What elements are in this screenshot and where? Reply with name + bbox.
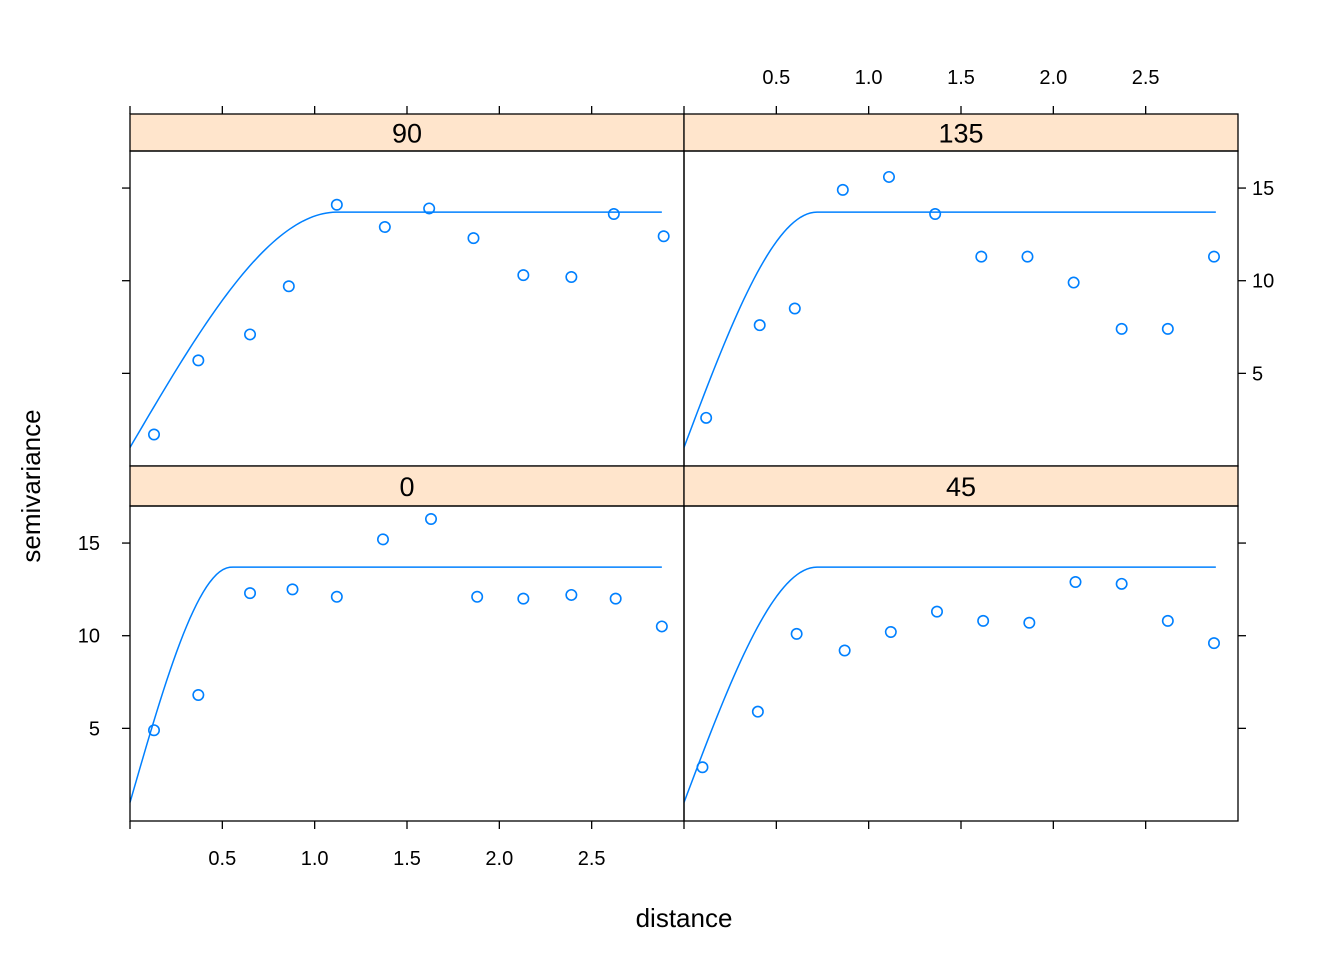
point-90-8 [467, 232, 480, 245]
panel-135: 135 [683, 113, 1239, 467]
panel-frame-90 [129, 150, 685, 467]
x-tick-label-bottom: 1.0 [301, 848, 329, 870]
point-135-10 [1115, 322, 1128, 335]
point-45-7 [977, 614, 990, 627]
point-45-11 [1161, 614, 1174, 627]
point-90-5 [330, 198, 343, 211]
point-0-5 [330, 590, 343, 603]
strip-label-135: 135 [938, 119, 983, 149]
point-0-2 [192, 688, 205, 701]
point-45-5 [884, 625, 897, 638]
point-135-1 [700, 411, 713, 424]
point-90-7 [423, 202, 436, 215]
axes-layer: 0.5 0.5 1.0 1.0 1.5 1.5 2.0 2.0 2.5 2.5 5 10 15 5 10 15 [78, 67, 1275, 870]
strip-label-0: 0 [399, 472, 414, 502]
point-45-6 [930, 605, 943, 618]
fit-line-0 [129, 566, 662, 803]
point-45-12 [1207, 637, 1220, 650]
point-135-9 [1067, 276, 1080, 289]
point-90-2 [192, 354, 205, 367]
point-135-6 [929, 208, 942, 221]
point-45-8 [1023, 616, 1036, 629]
point-135-11 [1161, 322, 1174, 335]
strip-135 [683, 113, 1239, 152]
point-45-2 [751, 705, 764, 718]
x-axis-label: distance [636, 903, 733, 933]
y-tick-label-right: 5 [1252, 363, 1263, 385]
x-tick-label-bottom: 1.5 [393, 848, 421, 870]
x-tick-label-bottom: 2.0 [485, 848, 513, 870]
y-axis-label: semivariance [16, 409, 46, 562]
point-135-5 [882, 170, 895, 183]
point-90-10 [565, 270, 578, 283]
x-tick-label-top: 0.5 [762, 67, 790, 89]
y-tick-label-left: 10 [78, 626, 100, 648]
point-0-10 [565, 588, 578, 601]
point-90-4 [282, 280, 295, 293]
x-tick-label-bottom: 0.5 [208, 848, 236, 870]
point-135-2 [753, 319, 766, 332]
point-45-9 [1069, 575, 1082, 588]
point-90-11 [607, 208, 620, 221]
x-tick-label-top: 1.0 [855, 67, 883, 89]
panel-45: 45 [683, 465, 1239, 822]
point-135-12 [1207, 250, 1220, 263]
strip-45 [683, 465, 1239, 507]
point-0-3 [244, 587, 257, 600]
point-135-7 [975, 250, 988, 263]
point-90-6 [378, 220, 391, 233]
point-90-9 [517, 269, 530, 282]
point-0-9 [517, 592, 530, 605]
point-0-11 [609, 592, 622, 605]
point-90-1 [148, 428, 161, 441]
point-0-8 [471, 590, 484, 603]
point-0-6 [376, 533, 389, 546]
x-tick-label-top: 1.5 [947, 67, 975, 89]
panel-90: 90 [129, 113, 685, 467]
y-tick-label-left: 15 [78, 533, 100, 555]
x-tick-label-bottom: 2.5 [578, 848, 606, 870]
panels-layer: 90 135 0 45 [129, 113, 1239, 822]
point-0-12 [655, 620, 668, 633]
fit-line-135 [683, 211, 1216, 448]
x-tick-label-top: 2.0 [1039, 67, 1067, 89]
point-45-1 [696, 761, 709, 774]
panel-frame-135 [683, 150, 1239, 467]
point-45-10 [1115, 577, 1128, 590]
y-tick-label-right: 10 [1252, 271, 1274, 293]
panel-frame-45 [683, 505, 1239, 822]
panel-frame-0 [129, 505, 685, 822]
strip-label-45: 45 [946, 472, 976, 502]
point-135-8 [1021, 250, 1034, 263]
strip-90 [129, 113, 685, 152]
point-135-4 [836, 183, 849, 196]
panel-0: 0 [129, 465, 685, 822]
point-90-12 [657, 230, 670, 243]
point-90-3 [244, 328, 257, 341]
point-0-1 [148, 724, 161, 737]
point-135-3 [788, 302, 801, 315]
point-45-3 [790, 627, 803, 640]
fit-line-90 [129, 211, 662, 448]
point-45-4 [838, 644, 851, 657]
y-tick-label-left: 5 [89, 718, 100, 740]
y-tick-label-right: 15 [1252, 178, 1274, 200]
fit-line-45 [683, 566, 1216, 803]
x-tick-label-top: 2.5 [1132, 67, 1160, 89]
point-0-4 [286, 583, 299, 596]
point-0-7 [425, 512, 438, 525]
strip-label-90: 90 [392, 119, 422, 149]
